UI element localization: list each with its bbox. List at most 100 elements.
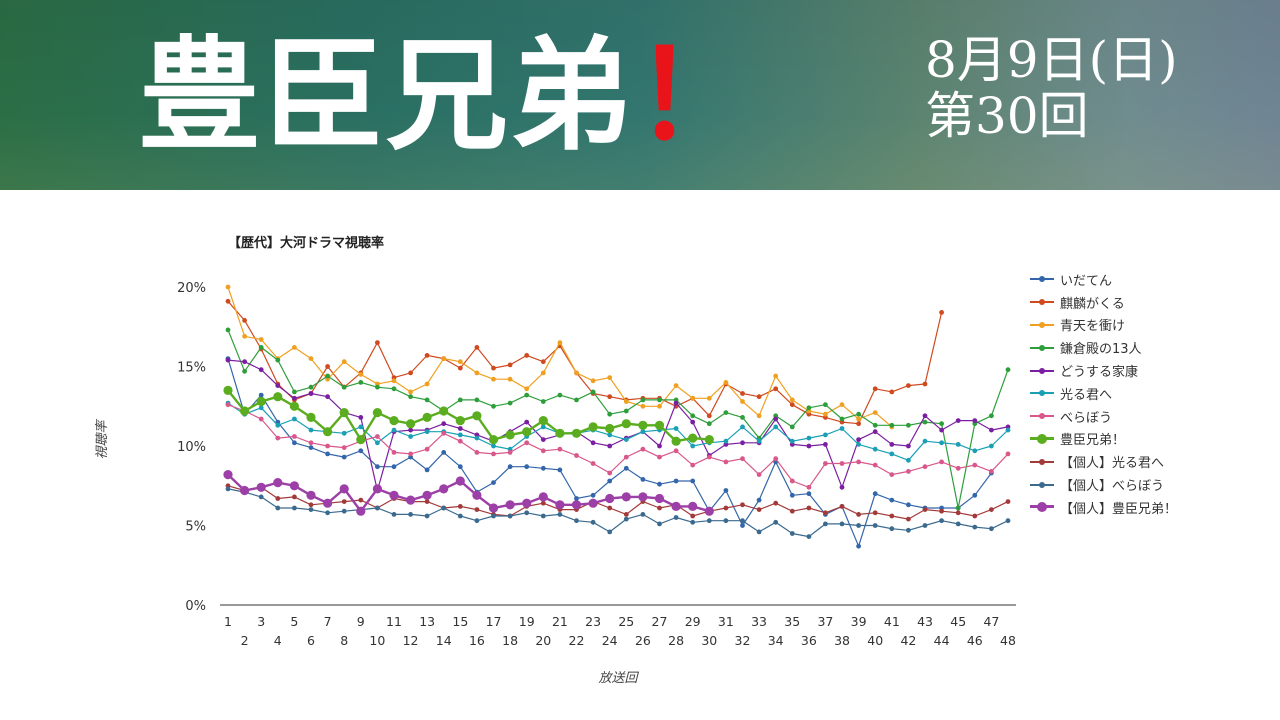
data-point: [341, 359, 347, 365]
data-point: [955, 465, 961, 471]
data-point: [706, 413, 712, 419]
data-point: [424, 446, 430, 452]
data-point: [690, 419, 696, 425]
data-point: [457, 432, 463, 438]
data-point: [690, 395, 696, 401]
x-tick-label: 33: [751, 614, 767, 629]
data-point: [256, 482, 266, 492]
data-point: [372, 408, 382, 418]
data-point: [474, 397, 480, 403]
data-point: [242, 359, 248, 365]
series-8: [223, 385, 714, 446]
data-point: [889, 526, 895, 532]
x-tick-label: 46: [967, 633, 983, 648]
data-point: [308, 502, 314, 508]
data-point: [1005, 518, 1011, 524]
data-point: [306, 412, 316, 422]
data-point: [289, 481, 299, 491]
data-point: [540, 465, 546, 471]
data-point: [906, 383, 911, 388]
data-point: [408, 427, 413, 433]
data-point: [856, 437, 861, 442]
data-point: [723, 438, 729, 444]
data-point: [474, 345, 480, 350]
data-point: [258, 416, 264, 422]
data-point: [424, 499, 430, 504]
data-point: [723, 410, 729, 415]
data-point: [590, 461, 596, 466]
x-tick-label: 21: [552, 614, 568, 629]
data-point: [538, 492, 548, 502]
x-tick-label: 19: [519, 614, 535, 629]
data-point: [555, 500, 565, 510]
data-point: [1005, 367, 1011, 373]
data-point: [806, 443, 812, 449]
data-point: [623, 437, 629, 442]
legend-item: 麒麟がくる: [1030, 291, 1177, 314]
legend-label: 【個人】べらぼう: [1060, 479, 1165, 495]
data-point: [989, 507, 994, 512]
data-point: [375, 464, 380, 470]
data-point: [439, 406, 449, 416]
data-point: [524, 419, 530, 425]
data-point: [605, 493, 615, 504]
data-point: [922, 413, 928, 419]
data-point: [906, 443, 911, 449]
data-point: [325, 510, 330, 516]
data-point: [856, 512, 861, 517]
data-point: [723, 518, 729, 524]
data-point: [690, 519, 696, 525]
data-point: [292, 416, 297, 422]
data-point: [540, 437, 546, 442]
data-point: [275, 383, 281, 388]
x-tick-label: 37: [817, 614, 833, 629]
data-point: [341, 430, 347, 436]
legend-item: べらぼう: [1030, 405, 1177, 428]
data-point: [258, 405, 264, 411]
data-point: [557, 392, 563, 398]
data-point: [623, 465, 629, 471]
series-line: [227, 485, 1009, 520]
data-point: [673, 515, 679, 520]
x-tick-label: 7: [324, 614, 332, 629]
series-line: [227, 300, 943, 425]
data-point: [223, 470, 233, 480]
data-point: [671, 501, 681, 511]
data-point: [225, 327, 231, 333]
data-point: [540, 424, 546, 430]
data-point: [491, 443, 496, 449]
data-point: [789, 531, 795, 536]
x-tick-label: 29: [685, 614, 701, 629]
data-point: [657, 397, 662, 403]
data-point: [773, 416, 779, 422]
data-point: [723, 459, 729, 465]
x-tick-label: 26: [635, 633, 651, 648]
program-title-text: 豊臣兄弟: [138, 23, 634, 167]
data-point: [275, 357, 281, 363]
data-point: [856, 411, 861, 417]
data-point: [555, 428, 565, 438]
data-point: [673, 478, 679, 484]
data-point: [654, 493, 665, 504]
data-point: [308, 445, 314, 450]
data-point: [339, 484, 349, 494]
data-point: [955, 418, 961, 423]
legend-label: 麒麟がくる: [1060, 296, 1125, 312]
legend-swatch: [1030, 478, 1054, 492]
legend-swatch-dot: [1037, 433, 1047, 444]
data-point: [955, 521, 961, 527]
legend-swatch-dot: [1039, 390, 1045, 397]
data-point: [574, 397, 579, 403]
data-point: [457, 464, 463, 470]
data-point: [491, 376, 496, 382]
data-point: [524, 510, 530, 516]
data-point: [491, 451, 496, 457]
data-point: [756, 497, 762, 503]
data-point: [507, 450, 513, 455]
data-point: [688, 501, 698, 511]
data-point: [673, 400, 679, 406]
data-point: [1005, 427, 1011, 433]
y-tick-label: 10%: [177, 440, 206, 455]
data-point: [590, 378, 596, 384]
data-point: [607, 529, 613, 535]
